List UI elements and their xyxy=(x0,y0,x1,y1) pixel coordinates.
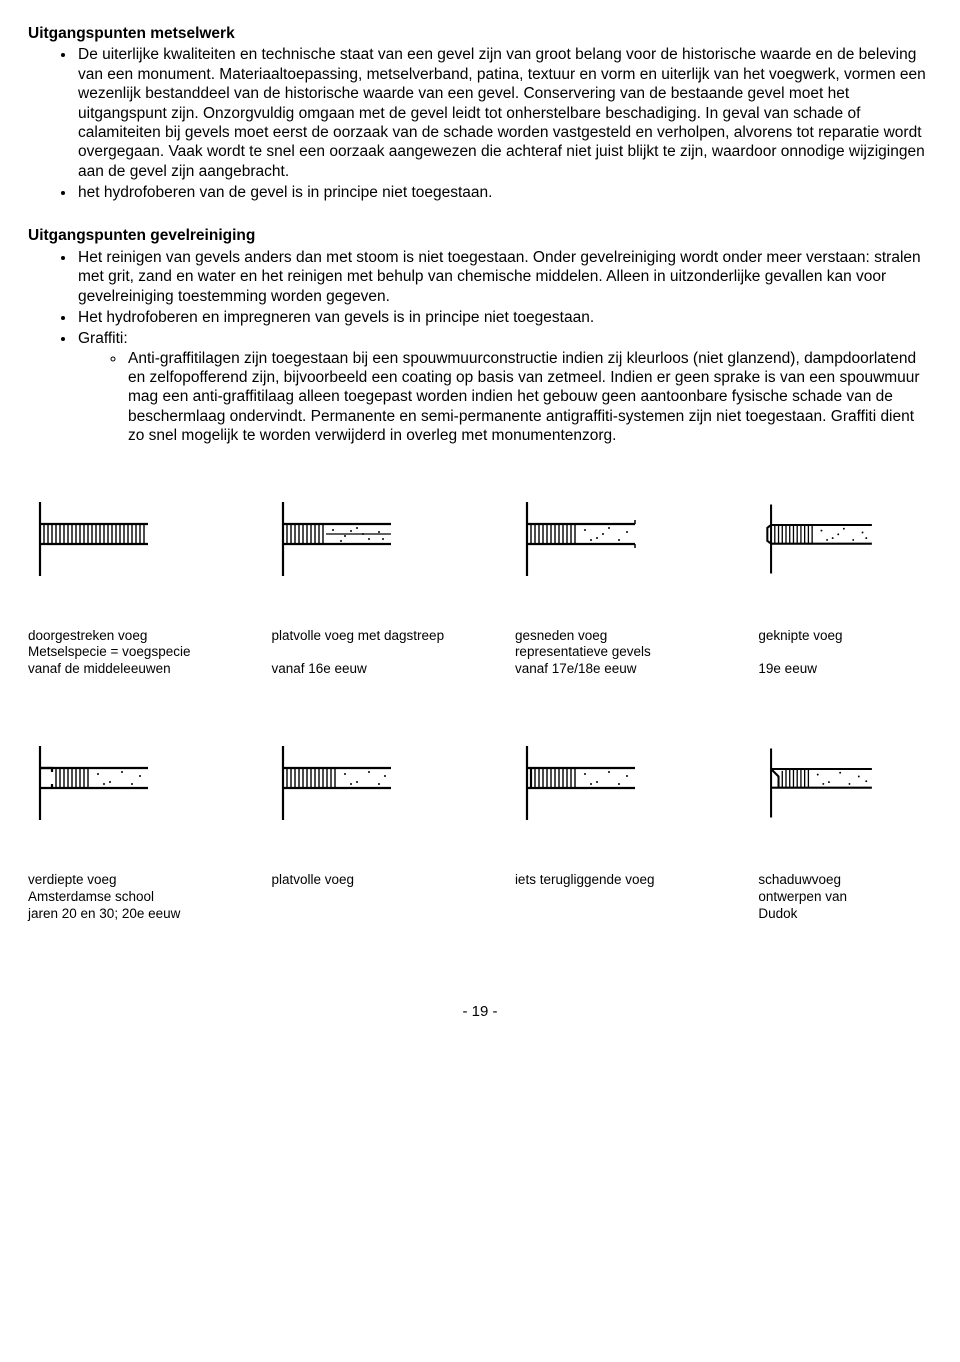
joint-diagram-platvolle xyxy=(271,728,502,828)
diagram-caption: verdiepte voeg Amsterdamse school jaren … xyxy=(28,872,259,923)
diagram-caption: platvolle voeg met dagstreep vanaf 16e e… xyxy=(271,628,502,679)
diagram-cell: iets terugliggende voeg xyxy=(515,728,746,923)
bullet-item: Het reinigen van gevels anders dan met s… xyxy=(76,248,932,306)
diagram-cell: platvolle voeg xyxy=(271,728,502,923)
page-number: - 19 - xyxy=(28,1003,932,1022)
joint-diagram-platvolle-dagstreep xyxy=(271,484,502,584)
joint-diagram-schaduwvoeg xyxy=(758,728,932,828)
bullet-item: Het hydrofoberen en impregneren van geve… xyxy=(76,308,932,327)
bullets-gevelreiniging: Het reinigen van gevels anders dan met s… xyxy=(28,248,932,446)
diagram-row-2: verdiepte voeg Amsterdamse school jaren … xyxy=(28,728,932,923)
diagram-cell: doorgestreken voeg Metselspecie = voegsp… xyxy=(28,484,259,679)
heading-gevelreiniging: Uitgangspunten gevelreiniging xyxy=(28,226,932,245)
bullet-item: De uiterlijke kwaliteiten en technische … xyxy=(76,45,932,181)
diagram-cell: verdiepte voeg Amsterdamse school jaren … xyxy=(28,728,259,923)
bullet-label: Graffiti: xyxy=(78,330,128,347)
joint-diagram-terugliggende xyxy=(515,728,746,828)
bullet-item: het hydrofoberen van de gevel is in prin… xyxy=(76,183,932,202)
joint-diagram-gesneden xyxy=(515,484,746,584)
diagram-cell: gesneden voeg representatieve gevels van… xyxy=(515,484,746,679)
diagram-caption: schaduwvoeg ontwerpen van Dudok xyxy=(758,872,932,923)
sub-bullets: Anti-graffitilagen zijn toegestaan bij e… xyxy=(78,349,932,446)
bullets-metselwerk: De uiterlijke kwaliteiten en technische … xyxy=(28,45,932,202)
diagram-caption: platvolle voeg xyxy=(271,872,502,889)
diagram-caption: iets terugliggende voeg xyxy=(515,872,746,889)
bullet-item: Graffiti: Anti-graffitilagen zijn toeges… xyxy=(76,329,932,445)
diagram-caption: gesneden voeg representatieve gevels van… xyxy=(515,628,746,679)
diagram-cell: geknipte voeg 19e eeuw xyxy=(758,484,932,679)
diagram-caption: geknipte voeg 19e eeuw xyxy=(758,628,932,679)
diagram-cell: platvolle voeg met dagstreep vanaf 16e e… xyxy=(271,484,502,679)
joint-diagram-doorgestreken xyxy=(28,484,259,584)
heading-metselwerk: Uitgangspunten metselwerk xyxy=(28,24,932,43)
diagram-caption: doorgestreken voeg Metselspecie = voegsp… xyxy=(28,628,259,679)
joint-diagram-verdiepte xyxy=(28,728,259,828)
sub-bullet-item: Anti-graffitilagen zijn toegestaan bij e… xyxy=(126,349,932,446)
diagram-row-1: doorgestreken voeg Metselspecie = voegsp… xyxy=(28,484,932,679)
joint-diagram-geknipte xyxy=(758,484,932,584)
diagram-cell: schaduwvoeg ontwerpen van Dudok xyxy=(758,728,932,923)
